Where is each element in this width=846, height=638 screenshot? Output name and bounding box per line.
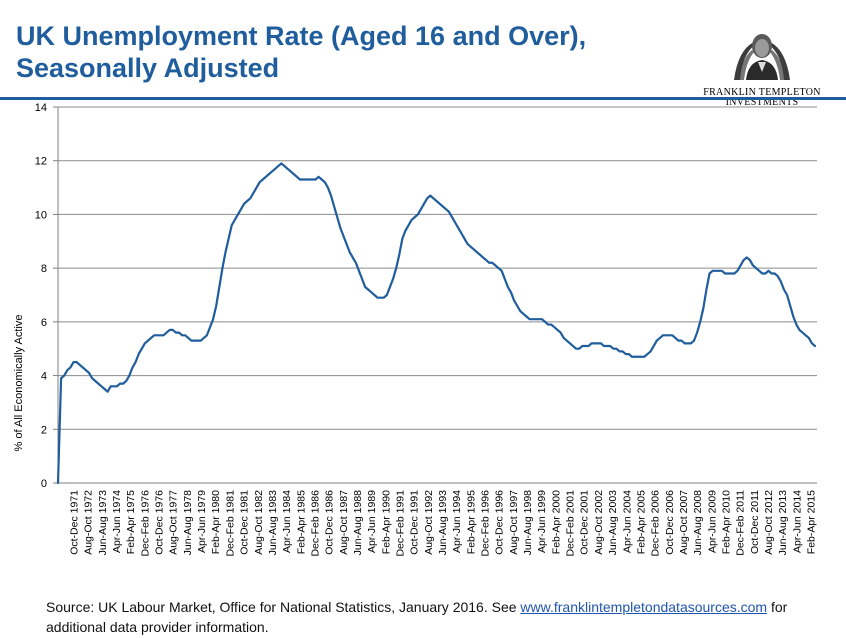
header-rule [0,97,846,100]
x-tick-label: Apr-Jun 1984 [281,490,293,553]
franklin-templeton-logo: FRANKLIN TEMPLETON INVESTMENTS [694,20,830,108]
y-axis-label: % of All Economically Active [13,315,25,452]
x-tick-label: Feb-Apr 1975 [125,490,137,554]
y-tick-label: 4 [41,371,47,383]
chart-title-line-2: Seasonally Adjusted [16,53,280,83]
x-tick-label: Dec-Feb 1976 [139,490,151,557]
grid-lines [58,106,817,430]
x-tick-label: Jun-Aug 1998 [522,490,534,556]
x-tick-label: Dec-Feb 2001 [565,490,577,557]
y-tick-label: 8 [41,263,47,275]
chart-title-line-1: UK Unemployment Rate (Aged 16 and Over), [16,21,587,51]
y-tick-label: 2 [41,424,47,436]
source-text-suffix: for additional data provider information… [46,599,788,635]
x-tick-label: Aug-Oct 2007 [678,490,690,555]
unemployment-rate-line [56,162,817,485]
x-tick-label: Feb-Apr 1980 [210,490,222,554]
x-tick-label: Apr-Jun 1989 [366,490,378,553]
x-tick-label: Aug-Oct 2012 [763,490,775,555]
x-tick-label: Oct-Dec 1996 [494,490,506,555]
x-tick-label: Feb-Apr 1995 [465,490,477,554]
x-tick-label: Aug-Oct 2002 [593,490,605,555]
x-tick-label: Jun-Aug 1973 [97,490,109,556]
x-tick-label: Jun-Aug 1983 [267,490,279,556]
x-tick-label: Oct-Dec 2006 [664,490,676,555]
x-tick-labels: Oct-Dec 1971 Aug-Oct 1972 Jun-Aug 1973 Apr-… [69,490,818,557]
x-tick-label: Apr-Jun 1979 [196,490,208,553]
x-tick-label: Apr-Jun 1999 [536,490,548,553]
x-tick-label: Feb-Apr 1990 [380,490,392,554]
logo-text-line-2: INVESTMENTS [725,97,799,108]
x-tick-label: Apr-Jun 1974 [111,490,123,553]
x-tick-label: Dec-Feb 2006 [650,490,662,557]
x-tick-label: Feb-Apr 2015 [806,490,818,554]
x-tick-label: Jun-Aug 2003 [607,490,619,556]
x-tick-label: Jun-Aug 1988 [352,490,364,556]
x-tick-label: Apr-Jun 2009 [706,490,718,553]
source-note: Source: UK Labour Market, Office for Nat… [46,597,826,637]
chart-title: UK Unemployment Rate (Aged 16 and Over),… [16,20,676,84]
x-tick-label: Dec-Feb 1996 [480,490,492,557]
x-tick-label: Aug-Oct 1987 [338,490,350,555]
logo-text-line-1: FRANKLIN TEMPLETON [703,87,821,98]
x-tick-label: Jun-Aug 1978 [182,490,194,556]
source-text: Source: UK Labour Market, Office for Nat… [46,599,521,615]
y-tick-label: 12 [35,156,47,168]
x-tick-label: Apr-Jun 2004 [621,490,633,553]
x-tick-label: Oct-Dec 1991 [409,490,421,555]
x-tick-label: Aug-Oct 1982 [253,490,265,555]
x-tick-label: Apr-Jun 2014 [791,490,803,553]
x-tick-label: Dec-Feb 1986 [309,490,321,557]
x-tick-label: Oct-Dec 1986 [324,490,336,555]
x-tick-label: Aug-Oct 1997 [508,490,520,555]
x-tick-label: Dec-Feb 2011 [735,490,747,556]
x-tick-label: Oct-Dec 2011 [749,490,761,554]
x-tick-label: Oct-Dec 2001 [579,490,591,555]
x-tick-label: Feb-Apr 2005 [635,490,647,554]
y-tick-label: 10 [35,209,47,221]
x-tick-label: Aug-Oct 1977 [168,490,180,555]
y-tick-label: 6 [41,317,47,329]
x-tick-label: Dec-Feb 1991 [395,490,407,557]
y-tick-label: 0 [41,478,47,490]
y-tick-labels: 0 2 4 6 8 10 12 14 [35,102,47,490]
x-tick-label: Oct-Dec 1981 [239,490,251,555]
data-sources-link[interactable]: www.franklintempletondatasources.com [520,599,768,615]
x-tick-label: Aug-Oct 1972 [83,490,95,555]
x-tick-label: Feb-Apr 1985 [295,490,307,554]
x-tick-label: Feb-Apr 2000 [550,490,562,554]
x-tick-label: Oct-Dec 1976 [154,490,166,555]
x-tick-label: Dec-Feb 1981 [224,490,236,557]
x-tick-label: Oct-Dec 1971 [69,490,81,555]
x-tick-label: Feb-Apr 2010 [721,490,733,554]
x-tick-label: Aug-Oct 1992 [423,490,435,555]
x-tick-label: Jun-Aug 2008 [692,490,704,556]
x-tick-label: Jun-Aug 1993 [437,490,449,556]
portrait-medallion-icon [734,34,790,80]
y-tick-label: 14 [35,102,47,114]
x-tick-label: Jun-Aug 2013 [777,490,789,556]
axes [53,106,817,484]
x-tick-label: Apr-Jun 1994 [451,490,463,553]
